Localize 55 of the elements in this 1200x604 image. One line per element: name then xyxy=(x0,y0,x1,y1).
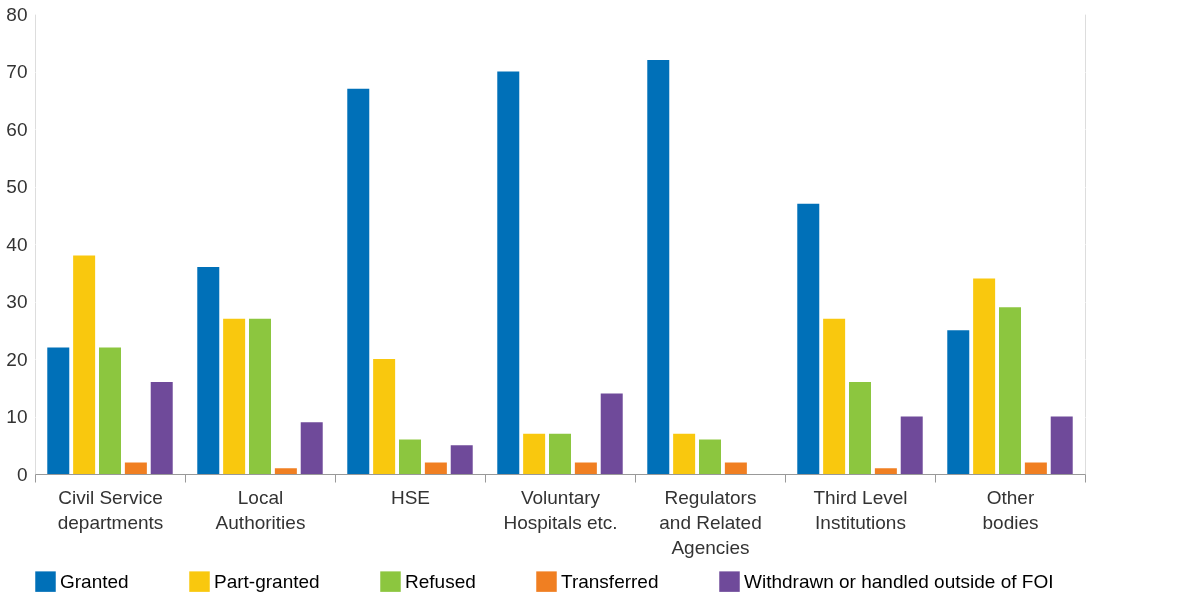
bar xyxy=(347,88,370,474)
bar xyxy=(399,439,421,474)
x-tick-label: Regulators and Related Agencies xyxy=(659,486,762,558)
bar xyxy=(797,203,820,474)
bar xyxy=(1024,462,1047,474)
bar xyxy=(647,60,670,474)
bar xyxy=(947,330,970,474)
bar xyxy=(699,439,721,474)
bar xyxy=(497,71,520,474)
x-tick-label: Voluntary Hospitals etc. xyxy=(503,486,618,533)
bar xyxy=(900,416,923,474)
bar xyxy=(600,393,623,474)
bar xyxy=(223,318,246,474)
bar xyxy=(450,445,473,474)
bar xyxy=(1050,416,1073,474)
bar xyxy=(523,433,546,474)
bar xyxy=(124,462,147,474)
y-tick-label: 70 xyxy=(6,61,28,82)
bar xyxy=(300,422,323,474)
bar xyxy=(47,347,70,474)
bar xyxy=(549,433,571,474)
bar xyxy=(99,347,121,474)
x-tick-label: HSE xyxy=(390,486,431,508)
bar xyxy=(150,382,173,474)
y-tick-label: 0 xyxy=(16,463,28,485)
x-tick-label: Civil Service departments xyxy=(57,486,164,533)
bar xyxy=(249,318,271,474)
bar xyxy=(73,255,96,474)
bar xyxy=(874,468,897,474)
bar xyxy=(197,267,220,474)
y-tick-label: 80 xyxy=(6,3,28,25)
bar xyxy=(849,382,871,474)
legend-label: Refused xyxy=(405,570,476,592)
bar xyxy=(823,318,846,474)
y-tick-label: 30 xyxy=(6,291,28,312)
x-tick-label: Third Level Institutions xyxy=(813,486,908,533)
bar xyxy=(424,462,447,474)
bar xyxy=(999,307,1021,474)
bar xyxy=(373,359,396,474)
legend-label: Part-granted xyxy=(214,570,320,592)
bar xyxy=(724,462,747,474)
y-tick-label: 50 xyxy=(6,176,28,197)
legend-label: Withdrawn or handled outside of FOI xyxy=(744,570,1054,592)
legend-label: Granted xyxy=(60,570,129,592)
bar xyxy=(973,278,996,474)
bar xyxy=(673,433,696,474)
y-tick-label: 20 xyxy=(6,348,28,370)
y-tick-label: 40 xyxy=(6,233,28,255)
y-tick-label: 10 xyxy=(6,406,28,427)
y-tick-label: 60 xyxy=(6,118,28,140)
legend-label: Transferred xyxy=(561,570,659,592)
x-tick-label: Other bodies xyxy=(982,486,1039,533)
bar xyxy=(274,468,297,474)
bar xyxy=(574,462,597,474)
x-tick-label: Local Authorities xyxy=(215,486,306,533)
